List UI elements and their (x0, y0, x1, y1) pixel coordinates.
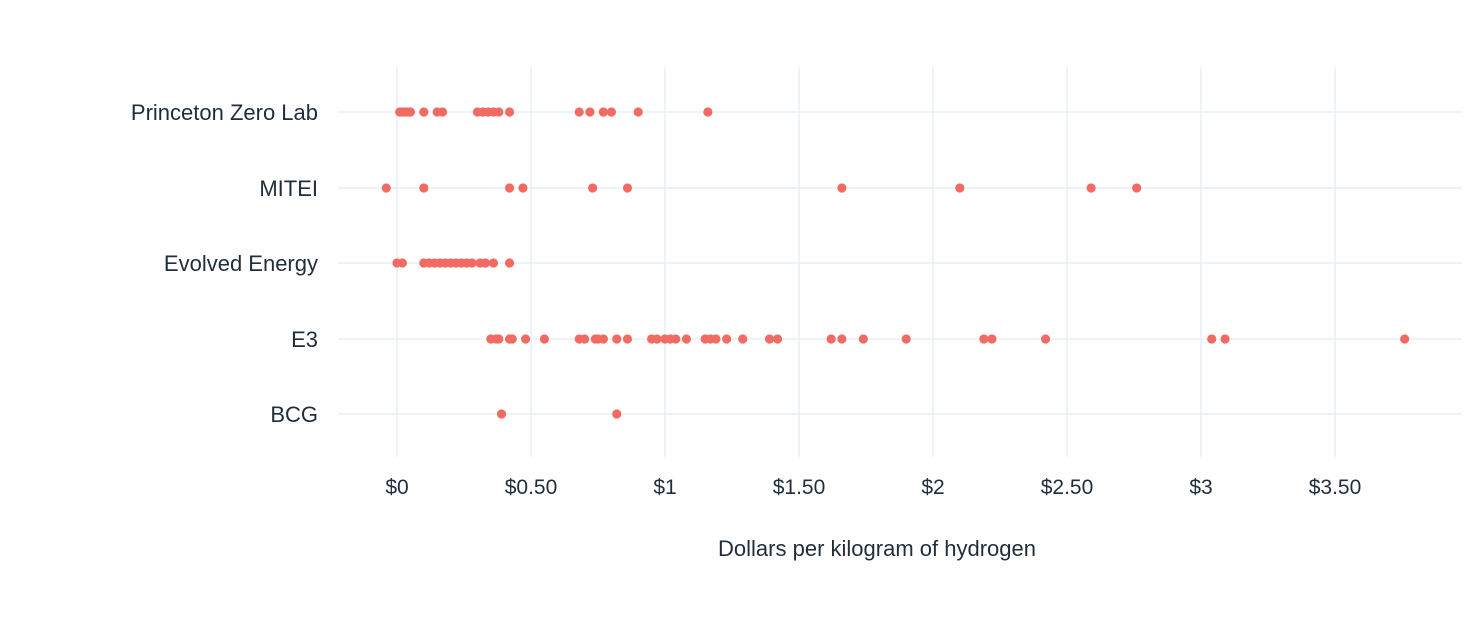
data-point (405, 107, 415, 117)
data-point (612, 334, 622, 344)
data-point (598, 107, 608, 117)
x-tick-label: $3.50 (1309, 476, 1362, 499)
data-point (381, 183, 391, 193)
data-point (671, 334, 681, 344)
data-point (633, 107, 643, 117)
data-point (711, 334, 721, 344)
data-point (622, 183, 633, 193)
data-point (494, 107, 504, 117)
data-point (764, 334, 775, 344)
data-point (987, 334, 997, 344)
data-point (494, 334, 504, 344)
category-label: E3 (291, 327, 318, 352)
x-tick-label: $1 (653, 476, 676, 499)
data-point (622, 334, 633, 344)
data-point (901, 334, 911, 344)
data-points (381, 107, 1410, 419)
category-labels: Princeton Zero Lab MITEI Evolved Energy E3 B… (131, 100, 318, 427)
x-tick-label: $1.50 (773, 476, 826, 499)
data-point (504, 258, 515, 268)
data-point (1086, 183, 1096, 193)
data-point (598, 334, 608, 344)
x-tick-labels: $0 $0.50 $1 $1.50 $2 $2.50 $3 $3.50 (385, 476, 1361, 499)
data-point (703, 107, 713, 117)
data-point (585, 107, 595, 117)
data-point (504, 183, 515, 193)
data-point (488, 258, 499, 268)
data-point (518, 183, 528, 193)
x-tick-label: $2.50 (1041, 476, 1094, 499)
data-point (722, 334, 732, 344)
data-point (612, 409, 622, 419)
data-point (467, 258, 477, 268)
data-point (539, 334, 550, 344)
data-point (507, 334, 517, 344)
data-point (979, 334, 989, 344)
data-point (955, 183, 965, 193)
data-point (480, 258, 491, 268)
data-point (521, 334, 531, 344)
data-point (772, 334, 783, 344)
data-point (837, 183, 847, 193)
x-tick-label: $0.50 (505, 476, 558, 499)
data-point (1132, 183, 1142, 193)
x-tick-label: $3 (1189, 476, 1212, 499)
data-point (419, 183, 429, 193)
data-point (504, 107, 515, 117)
data-point (1207, 334, 1217, 344)
data-point (858, 334, 868, 344)
data-point (437, 107, 448, 117)
x-axis-title: Dollars per kilogram of hydrogen (718, 536, 1036, 561)
category-label: Evolved Energy (164, 251, 318, 276)
category-label: BCG (270, 402, 318, 427)
x-tick-label: $2 (921, 476, 944, 499)
data-point (652, 334, 662, 344)
category-label: MITEI (259, 176, 318, 201)
data-point (826, 334, 836, 344)
data-point (588, 183, 598, 193)
data-point (1400, 334, 1410, 344)
data-point (738, 334, 748, 344)
data-point (1220, 334, 1230, 344)
data-point (496, 409, 507, 419)
data-point (419, 107, 429, 117)
x-tick-label: $0 (385, 476, 408, 499)
data-point (606, 107, 617, 117)
data-point (580, 334, 590, 344)
data-point (837, 334, 847, 344)
data-point (1040, 334, 1051, 344)
data-point (397, 258, 407, 268)
category-label: Princeton Zero Lab (131, 100, 318, 125)
data-point (574, 107, 584, 117)
data-point (681, 334, 692, 344)
